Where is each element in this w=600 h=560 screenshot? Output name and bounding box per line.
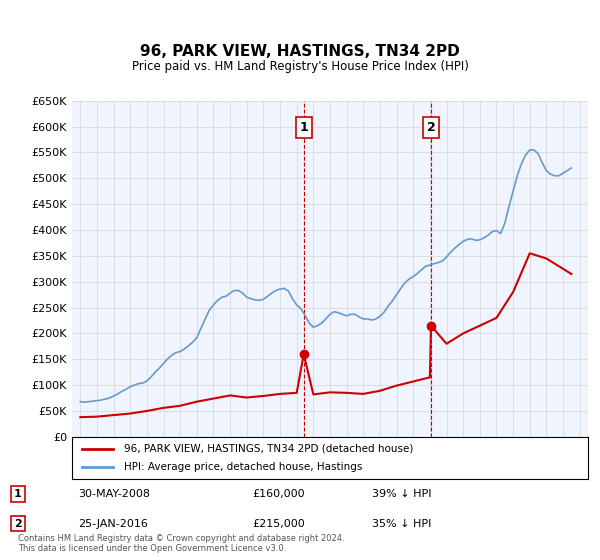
- Text: Contains HM Land Registry data © Crown copyright and database right 2024.
This d: Contains HM Land Registry data © Crown c…: [18, 534, 344, 553]
- Text: 1: 1: [14, 489, 22, 499]
- Text: Price paid vs. HM Land Registry's House Price Index (HPI): Price paid vs. HM Land Registry's House …: [131, 60, 469, 73]
- Text: 2: 2: [427, 121, 436, 134]
- Text: £215,000: £215,000: [252, 519, 305, 529]
- Text: 35% ↓ HPI: 35% ↓ HPI: [372, 519, 431, 529]
- Text: 25-JAN-2016: 25-JAN-2016: [78, 519, 148, 529]
- Text: 1: 1: [299, 121, 308, 134]
- Text: 30-MAY-2008: 30-MAY-2008: [78, 489, 150, 499]
- Text: 96, PARK VIEW, HASTINGS, TN34 2PD (detached house): 96, PARK VIEW, HASTINGS, TN34 2PD (detac…: [124, 444, 413, 454]
- Text: 39% ↓ HPI: 39% ↓ HPI: [372, 489, 431, 499]
- Text: 96, PARK VIEW, HASTINGS, TN34 2PD: 96, PARK VIEW, HASTINGS, TN34 2PD: [140, 44, 460, 59]
- Text: HPI: Average price, detached house, Hastings: HPI: Average price, detached house, Hast…: [124, 462, 362, 472]
- Text: 2: 2: [14, 519, 22, 529]
- Text: £160,000: £160,000: [252, 489, 305, 499]
